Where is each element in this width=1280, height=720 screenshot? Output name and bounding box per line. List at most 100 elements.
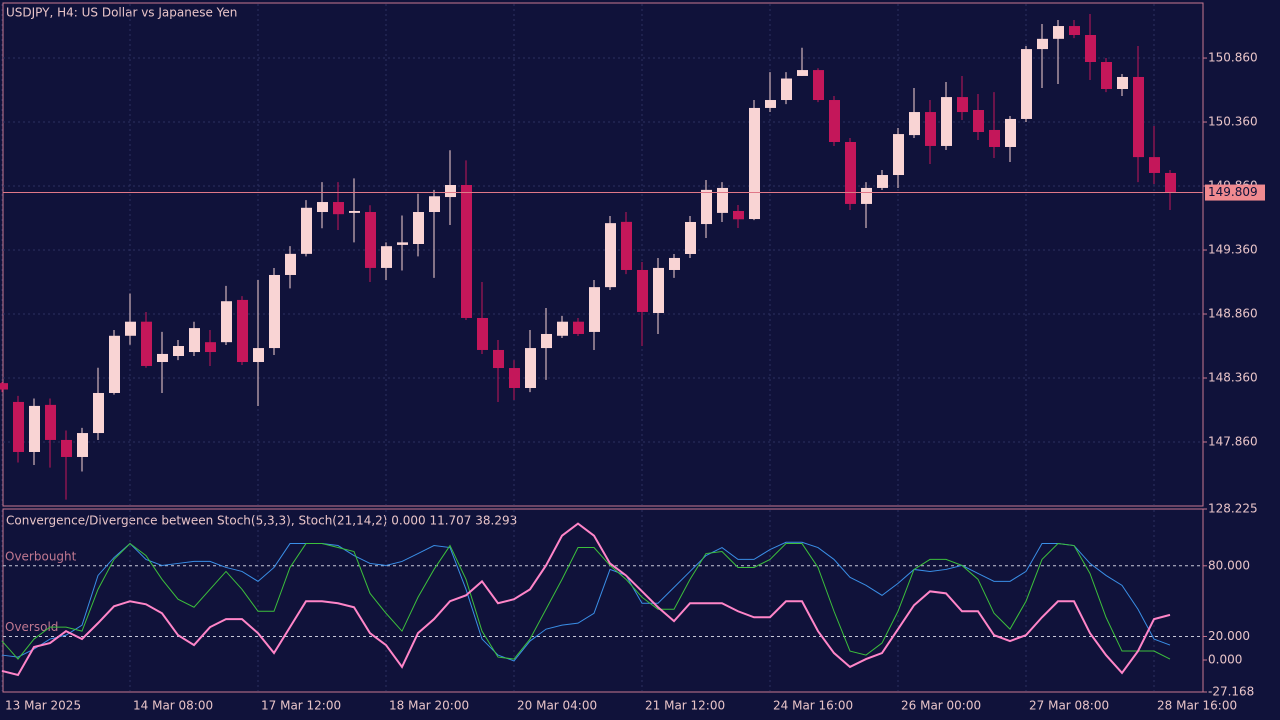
candle-body xyxy=(653,267,664,313)
candle-body xyxy=(205,342,216,353)
candle-body xyxy=(1117,76,1128,90)
candle-body xyxy=(0,383,8,390)
candle-body xyxy=(1101,62,1112,90)
candle-body xyxy=(685,221,696,254)
candle-body xyxy=(1053,26,1064,39)
candle-body xyxy=(973,109,984,133)
candle-body xyxy=(317,202,328,213)
y-tick-label: 148.360 xyxy=(1208,371,1258,385)
candle-body xyxy=(61,439,72,457)
candle-body xyxy=(637,269,648,312)
candle-body xyxy=(93,392,104,434)
last-price-label: 149.809 xyxy=(1208,185,1258,199)
candle-body xyxy=(157,353,168,363)
y-tick-label: 20.000 xyxy=(1208,629,1250,643)
candle-body xyxy=(797,70,808,76)
x-tick-label: 14 Mar 08:00 xyxy=(133,699,213,713)
x-tick-label: 28 Mar 16:00 xyxy=(1157,699,1237,713)
x-tick-label: 18 Mar 20:00 xyxy=(389,699,469,713)
candle-body xyxy=(605,223,616,288)
candle-body xyxy=(669,257,680,270)
indicator-title: Convergence/Divergence between Stoch(5,3… xyxy=(6,514,517,528)
chart-title: USDJPY, H4: US Dollar vs Japanese Yen xyxy=(6,6,237,20)
candle-body xyxy=(381,246,392,268)
candle-body xyxy=(717,187,728,213)
y-tick-label: 150.860 xyxy=(1208,51,1258,65)
main-frame xyxy=(2,2,1204,507)
candle-body xyxy=(813,70,824,101)
candle-body xyxy=(493,349,504,369)
last-price-box xyxy=(1205,184,1265,201)
x-tick-label: 17 Mar 12:00 xyxy=(261,699,341,713)
x-tick-label: 21 Mar 12:00 xyxy=(645,699,725,713)
x-tick-label: 27 Mar 08:00 xyxy=(1029,699,1109,713)
candle-body xyxy=(845,141,856,204)
candle-body xyxy=(765,100,776,108)
y-tick-label: 147.860 xyxy=(1208,435,1258,449)
candle-body xyxy=(541,333,552,349)
candle-body xyxy=(29,405,40,452)
indicator-frame xyxy=(2,508,1204,693)
candle-body xyxy=(941,97,952,146)
candle-body xyxy=(269,274,280,349)
indicator-line xyxy=(1,542,1171,660)
candle-body xyxy=(1021,49,1032,119)
candle-body xyxy=(333,202,344,215)
candle-body xyxy=(829,100,840,142)
candle-body xyxy=(909,112,920,136)
indicator-line xyxy=(1,522,1171,677)
candle-body xyxy=(509,368,520,388)
candle-body xyxy=(861,187,872,204)
candle-body xyxy=(173,346,184,356)
candle-body xyxy=(1133,76,1144,158)
candle-body xyxy=(781,78,792,101)
candle-body xyxy=(445,185,456,198)
candle-body xyxy=(525,348,536,388)
candle-body xyxy=(925,112,936,146)
candle-body xyxy=(349,210,360,213)
y-tick-label: 150.360 xyxy=(1208,115,1258,129)
candle-body xyxy=(413,212,424,245)
candle-body xyxy=(573,321,584,334)
candle-body xyxy=(749,107,760,220)
y-tick-label: 80.000 xyxy=(1208,558,1250,572)
candle-body xyxy=(877,175,888,188)
candle-body xyxy=(1085,34,1096,63)
y-tick-label: 148.860 xyxy=(1208,307,1258,321)
candle-body xyxy=(237,299,248,363)
candle-body xyxy=(1149,157,1160,173)
y-tick-label: 149.360 xyxy=(1208,243,1258,257)
candle-body xyxy=(701,189,712,225)
candle-body xyxy=(1037,38,1048,50)
y-tick-label: -27.168 xyxy=(1208,685,1254,699)
candle-body xyxy=(621,221,632,270)
candle-body xyxy=(1069,26,1080,35)
x-tick-label: 26 Mar 00:00 xyxy=(901,699,981,713)
candle-body xyxy=(77,433,88,457)
candle-body xyxy=(429,196,440,213)
candle-body xyxy=(253,348,264,363)
candle-body xyxy=(957,97,968,113)
candle-body xyxy=(733,210,744,220)
candle-body xyxy=(285,253,296,275)
candle-body xyxy=(301,207,312,254)
candle-body xyxy=(989,129,1000,147)
candle-body xyxy=(893,134,904,176)
x-tick-label: 20 Mar 04:00 xyxy=(517,699,597,713)
level-label: Overbought xyxy=(5,549,77,563)
candle-body xyxy=(461,185,472,318)
candle-body xyxy=(589,287,600,332)
candle-body xyxy=(365,212,376,268)
candle-body xyxy=(221,301,232,343)
candle-body xyxy=(1165,172,1176,193)
candle-body xyxy=(557,321,568,336)
x-tick-label: 24 Mar 16:00 xyxy=(773,699,853,713)
y-tick-label: 0.000 xyxy=(1208,653,1242,667)
candle-body xyxy=(397,242,408,245)
indicator-line xyxy=(1,541,1171,662)
candle-body xyxy=(189,328,200,353)
candle-body xyxy=(109,335,120,393)
candle-body xyxy=(45,404,56,440)
